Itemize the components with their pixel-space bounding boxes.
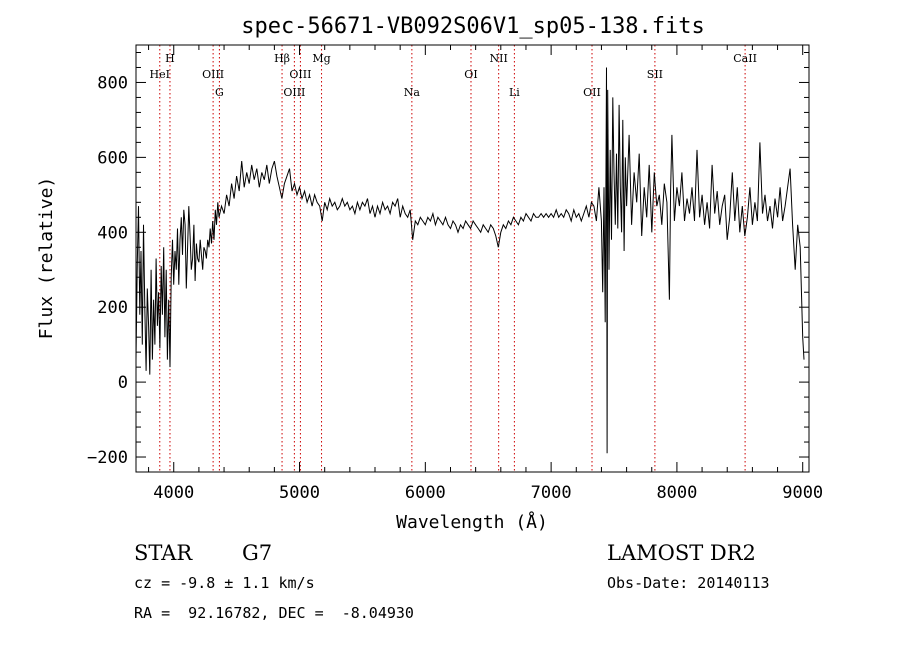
chart-title: spec-56671-VB092S06V1_sp05-138.fits bbox=[241, 14, 705, 39]
x-tick-label: 8000 bbox=[656, 483, 697, 503]
line-label-1: H bbox=[165, 52, 175, 65]
y-tick-label: −200 bbox=[87, 448, 128, 468]
y-tick-label: 200 bbox=[97, 298, 128, 318]
y-tick-label: 0 bbox=[118, 373, 128, 393]
y-axis-label: Flux (relative) bbox=[36, 177, 57, 340]
line-label-13: SII bbox=[647, 68, 663, 81]
spectral-line-markers bbox=[159, 45, 746, 472]
survey-name: LAMOST DR2 bbox=[607, 541, 756, 565]
x-axis: 4000 5000 6000 7000 8000 9000 bbox=[148, 45, 823, 503]
line-label-10: NII bbox=[490, 52, 508, 65]
line-label-4: Hβ bbox=[274, 52, 290, 65]
line-label-9: OI bbox=[464, 68, 477, 81]
obs-date: Obs-Date: 20140113 bbox=[607, 574, 770, 592]
y-tick-label: 600 bbox=[97, 148, 128, 168]
line-label-5: OIII bbox=[283, 86, 305, 99]
coordinates-text: RA = 92.16782, DEC = -8.04930 bbox=[134, 604, 414, 622]
line-label-2: OIII bbox=[202, 68, 224, 81]
line-label-8: Na bbox=[404, 86, 421, 99]
line-label-12: OII bbox=[583, 86, 601, 99]
x-tick-label: 9000 bbox=[782, 483, 823, 503]
plot-frame bbox=[135, 44, 810, 473]
spectrum-line bbox=[135, 67, 805, 454]
x-axis-label: Wavelength (Å) bbox=[396, 511, 548, 533]
line-label-7: Mg bbox=[312, 52, 330, 65]
y-tick-label: 400 bbox=[97, 223, 128, 243]
line-label-6: OIII bbox=[289, 68, 311, 81]
y-tick-label: 800 bbox=[97, 73, 128, 93]
redshift-text: cz = -9.8 ± 1.1 km/s bbox=[134, 574, 315, 592]
x-tick-label: 4000 bbox=[153, 483, 194, 503]
line-label-11: Li bbox=[509, 86, 520, 99]
object-subclass: G7 bbox=[242, 541, 273, 565]
object-type: STAR bbox=[134, 541, 193, 565]
line-label-3: G bbox=[215, 86, 224, 99]
y-axis: −200 0 200 400 600 800 bbox=[87, 51, 809, 468]
x-tick-label: 6000 bbox=[405, 483, 446, 503]
x-tick-label: 7000 bbox=[531, 483, 572, 503]
x-tick-label: 5000 bbox=[279, 483, 320, 503]
line-label-0: HeI bbox=[150, 68, 170, 81]
line-label-14: CaII bbox=[733, 52, 757, 65]
